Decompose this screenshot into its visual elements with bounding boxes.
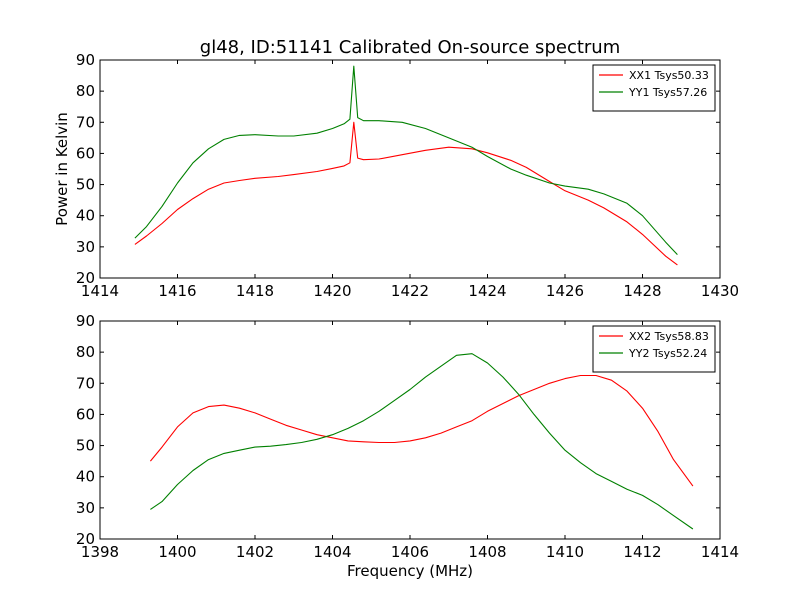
y-tick-label: 60	[76, 405, 95, 423]
y-tick-label: 20	[76, 269, 95, 287]
y-tick-label: 70	[76, 374, 95, 392]
y-tick-label: 50	[76, 176, 95, 194]
y-tick-label: 20	[76, 530, 95, 548]
chart-title: gl48, ID:51141 Calibrated On-source spec…	[200, 37, 620, 58]
x-tick-label: 1430	[701, 282, 739, 300]
y-tick-label: 80	[76, 82, 95, 100]
x-tick-label: 1398	[81, 543, 119, 561]
x-tick-label: 1428	[623, 282, 661, 300]
series-line-1	[149, 374, 694, 487]
legend-label: XX1 Tsys50.33	[629, 69, 709, 82]
x-tick-label: 1410	[546, 543, 584, 561]
legend-label: YY2 Tsys52.24	[628, 347, 707, 360]
legend-label: YY1 Tsys57.26	[628, 86, 707, 99]
x-tick-label: 1420	[313, 282, 351, 300]
y-tick-label: 70	[76, 113, 95, 131]
y-tick-label: 80	[76, 343, 95, 361]
series-line-1	[134, 121, 678, 266]
x-tick-label: 1422	[391, 282, 429, 300]
y-tick-label: 30	[76, 238, 95, 256]
x-tick-label: 1424	[468, 282, 506, 300]
x-tick-label: 1402	[236, 543, 274, 561]
legend: XX2 Tsys58.83 YY2 Tsys52.24	[592, 325, 716, 373]
x-tick-label: 1416	[158, 282, 196, 300]
legend-box	[592, 325, 716, 373]
legend: XX1 Tsys50.33 YY1 Tsys57.26	[592, 64, 716, 112]
series-line-2	[134, 65, 678, 255]
top-panel: 1414 1416 1418 1420 1422 1424 1426 1428 1430 20 30…	[76, 51, 739, 300]
y-tick-label: 30	[76, 499, 95, 517]
x-tick-label: 1404	[313, 543, 351, 561]
x-tick-label: 1408	[468, 543, 506, 561]
x-tick-label: 1426	[546, 282, 584, 300]
x-tick-label: 1412	[623, 543, 661, 561]
x-tick-label: 1406	[391, 543, 429, 561]
bottom-panel: 1398 1400 1402 1404 1406 1408 1410 1412 1414 20 30…	[76, 312, 739, 561]
x-axis-label: Frequency (MHz)	[347, 562, 473, 580]
y-tick-label: 90	[76, 312, 95, 330]
x-tick-label: 1414	[81, 282, 119, 300]
x-tick-label: 1400	[158, 543, 196, 561]
y-axis-label: Power in Kelvin	[53, 112, 71, 226]
x-tick-label: 1418	[236, 282, 274, 300]
y-tick-label: 60	[76, 144, 95, 162]
series-line-2	[150, 353, 694, 530]
y-tick-label: 40	[76, 468, 95, 486]
y-tick-label: 90	[76, 51, 95, 69]
y-tick-label: 40	[76, 207, 95, 225]
y-tick-label: 50	[76, 437, 95, 455]
legend-box	[592, 64, 716, 112]
x-tick-label: 1414	[701, 543, 739, 561]
legend-label: XX2 Tsys58.83	[629, 330, 709, 343]
